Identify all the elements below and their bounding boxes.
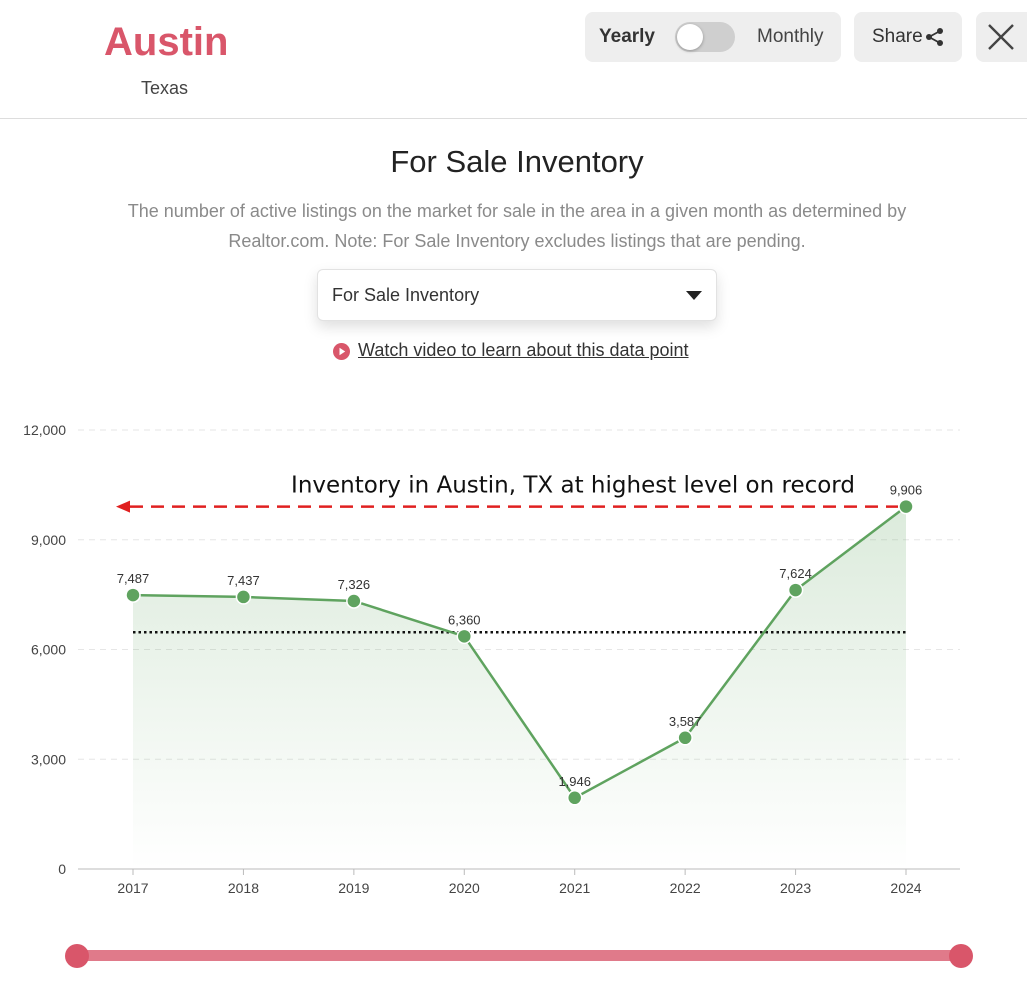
data-label: 9,906 [890, 483, 923, 498]
data-label: 1,946 [558, 774, 591, 789]
data-point [566, 790, 583, 806]
area-fill [133, 506, 906, 869]
share-button-label: Share [872, 26, 923, 47]
x-tick-label: 2021 [559, 880, 590, 896]
data-point [235, 589, 252, 605]
data-label: 7,437 [227, 573, 260, 588]
data-point [125, 587, 141, 603]
annotation-text: Inventory in Austin, TX at highest level… [291, 473, 855, 499]
data-label: 6,360 [448, 612, 481, 627]
data-label: 7,624 [779, 566, 812, 581]
share-button[interactable]: Share [854, 12, 962, 62]
data-point [677, 730, 693, 746]
x-tick-label: 2017 [117, 880, 148, 896]
y-tick-label: 3,000 [31, 751, 66, 767]
city-title: Austin [104, 20, 229, 64]
close-button[interactable] [976, 12, 1027, 62]
series-line [132, 505, 907, 800]
share-icon [926, 28, 943, 46]
caret-down-icon [686, 291, 702, 300]
x-tick-label: 2020 [449, 880, 480, 896]
period-toggle-group: Yearly Monthly [585, 12, 841, 62]
x-tick-label: 2024 [890, 880, 921, 896]
toggle-monthly-label[interactable]: Monthly [757, 26, 824, 47]
metric-select-value: For Sale Inventory [332, 285, 480, 305]
watch-video-text: Watch video to learn about this data poi… [358, 340, 689, 360]
x-tick-label: 2023 [780, 880, 811, 896]
annotation-arrow-head [116, 500, 130, 513]
metric-select[interactable]: For Sale Inventory [317, 269, 717, 321]
page-title: For Sale Inventory [390, 144, 644, 179]
close-icon [988, 24, 1014, 50]
data-label: 7,326 [338, 577, 371, 592]
y-tick-label: 6,000 [31, 642, 66, 658]
data-point [898, 498, 914, 515]
x-tick-label: 2022 [670, 880, 701, 896]
data-point [787, 582, 804, 598]
y-tick-label: 0 [58, 861, 66, 877]
period-toggle-switch[interactable] [675, 22, 735, 52]
data-label: 3,587 [669, 714, 702, 729]
data-label: 7,487 [117, 571, 150, 586]
y-tick-label: 9,000 [31, 532, 66, 548]
range-slider-end-handle[interactable] [949, 944, 973, 968]
data-point [346, 593, 362, 609]
range-slider-start-handle[interactable] [65, 944, 89, 968]
x-tick-label: 2018 [228, 880, 259, 896]
state-subtitle: Texas [141, 78, 189, 98]
y-tick-label: 12,000 [23, 422, 66, 438]
header: Austin Texas Yearly Monthly Share [0, 0, 1027, 119]
inventory-chart: 0 3,000 6,000 9,000 12,000 2017 2018 2019 2020 20… [23, 422, 960, 896]
toggle-knob [677, 24, 703, 50]
x-tick-label: 2019 [338, 880, 369, 896]
metric-description: The number of active listings on the mar… [127, 201, 907, 251]
play-circle-icon [333, 343, 350, 360]
toggle-yearly-label[interactable]: Yearly [599, 26, 655, 47]
data-point [456, 628, 473, 645]
range-slider-track[interactable] [77, 950, 961, 961]
